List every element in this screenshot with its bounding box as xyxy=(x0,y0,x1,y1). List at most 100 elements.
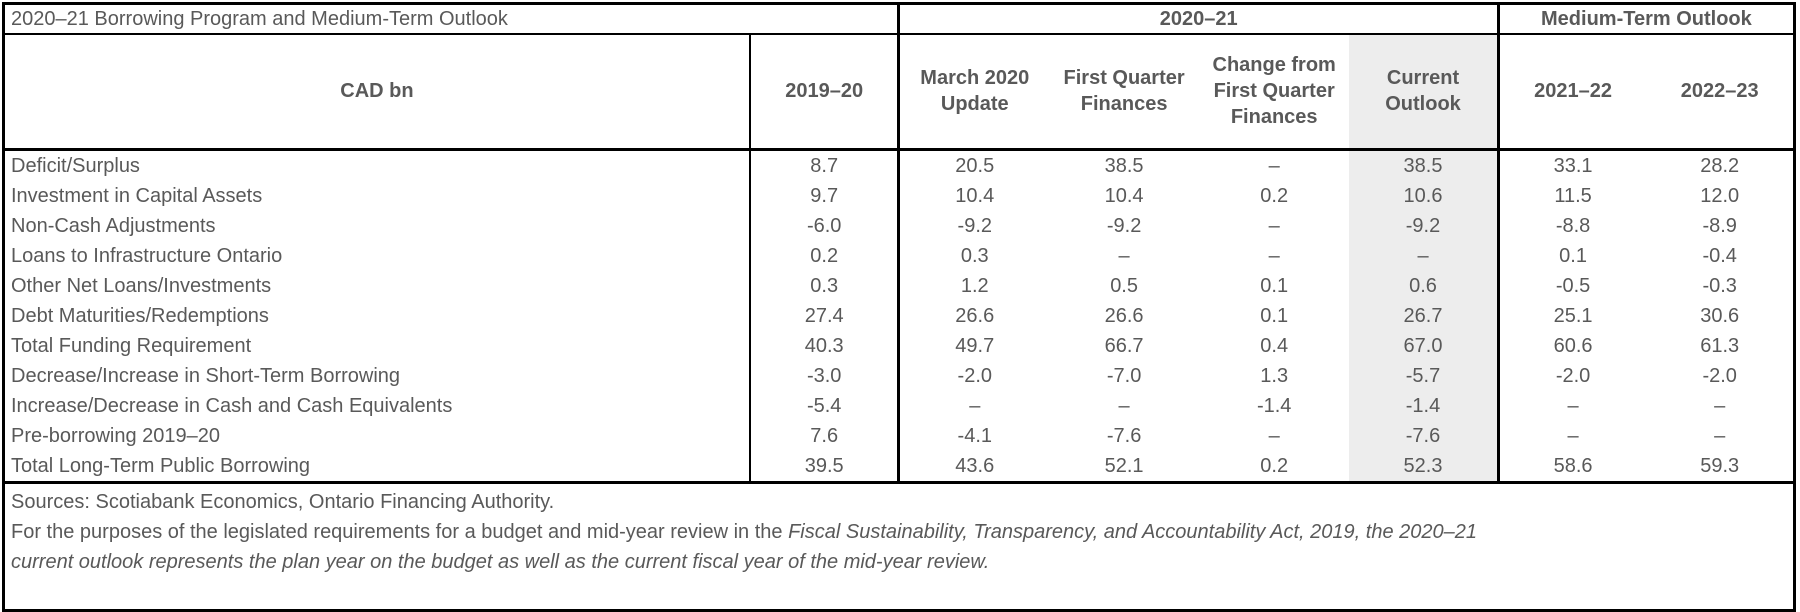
cell-2019-20: 9.7 xyxy=(749,180,901,211)
cell-2022-23: 12.0 xyxy=(1700,184,1740,207)
cell-change-from-first-quarter: 0.2 xyxy=(1260,184,1289,207)
table-row: Loans to Infrastructure Ontario 0.2 0.3 … xyxy=(3,240,1795,271)
legislation-note-italic: Fiscal Sustainability, Transparency, and… xyxy=(11,520,1477,573)
cell-current-outlook: -5.7 xyxy=(1349,360,1500,391)
cell-2021-22: 60.6 xyxy=(1553,334,1593,357)
column-header-change-from-first-quarter: Change from First Quarter Finances xyxy=(1199,34,1350,151)
cell-march-2020-update: 26.6 xyxy=(955,304,995,327)
cell-change-from-first-quarter: 0.2 xyxy=(1260,454,1289,477)
cell-march-2020-update: 1.2 xyxy=(960,274,989,297)
row-label: Decrease/Increase in Short-Term Borrowin… xyxy=(3,360,751,391)
cell-2021-22: 25.1 xyxy=(1553,304,1593,327)
cell-2022-23: -0.4 xyxy=(1702,244,1737,267)
cell-current-outlook: 67.0 xyxy=(1349,330,1500,361)
row-label: Debt Maturities/Redemptions xyxy=(3,300,751,331)
row-label: Non-Cash Adjustments xyxy=(3,210,751,241)
cell-2022-23: 61.3 xyxy=(1700,334,1740,357)
cell-change-from-first-quarter: -1.4 xyxy=(1256,394,1292,417)
cell-2022-23: -0.3 xyxy=(1702,274,1737,297)
table-row: Deficit/Surplus 8.7 20.5 38.5 – 38.5 33.… xyxy=(3,149,1795,181)
row-label: Other Net Loans/Investments xyxy=(3,270,751,301)
column-header-row: CAD bn 2019–20 March 2020 Update First Q… xyxy=(3,34,1795,151)
legislation-note: For the purposes of the legislated requi… xyxy=(11,517,1481,577)
cell-current-outlook: 52.3 xyxy=(1349,450,1500,482)
data-rows: Deficit/Surplus 8.7 20.5 38.5 – 38.5 33.… xyxy=(3,149,1795,482)
cell-first-quarter-finances: -7.0 xyxy=(1106,364,1142,387)
cell-current-outlook: 0.6 xyxy=(1349,270,1500,301)
cell-2019-20: -3.0 xyxy=(749,360,901,391)
cell-first-quarter-finances: -7.6 xyxy=(1106,424,1142,447)
cell-2019-20: -6.0 xyxy=(749,210,901,241)
cell-current-outlook: -1.4 xyxy=(1349,390,1500,421)
cell-2021-22: – xyxy=(1567,394,1579,417)
cell-change-from-first-quarter: 0.4 xyxy=(1260,334,1289,357)
cell-march-2020-update: -9.2 xyxy=(957,214,992,237)
cell-march-2020-update: 43.6 xyxy=(955,454,995,477)
footnote-row: Sources: Scotiabank Economics, Ontario F… xyxy=(3,480,1795,610)
row-label: Investment in Capital Assets xyxy=(3,180,751,211)
table-row: Total Funding Requirement 40.3 49.7 66.7… xyxy=(3,330,1795,361)
cell-current-outlook: -7.6 xyxy=(1349,420,1500,451)
cell-first-quarter-finances: 10.4 xyxy=(1104,184,1144,207)
table-row: Other Net Loans/Investments 0.3 1.2 0.5 … xyxy=(3,270,1795,301)
table-row: Pre-borrowing 2019–20 7.6 -4.1 -7.6 – -7… xyxy=(3,420,1795,451)
cell-current-outlook: 38.5 xyxy=(1349,149,1500,181)
cell-march-2020-update: 10.4 xyxy=(955,184,995,207)
cell-2022-23: -8.9 xyxy=(1702,214,1737,237)
cell-first-quarter-finances: 38.5 xyxy=(1104,154,1144,177)
cell-2019-20: 7.6 xyxy=(749,420,901,451)
cell-2019-20: 0.3 xyxy=(749,270,901,301)
cell-2022-23: 59.3 xyxy=(1700,454,1740,477)
row-label: Deficit/Surplus xyxy=(3,149,751,181)
cell-2021-22: -2.0 xyxy=(1555,364,1591,387)
cell-first-quarter-finances: -9.2 xyxy=(1106,214,1142,237)
cell-current-outlook: – xyxy=(1349,240,1500,271)
cell-2019-20: 0.2 xyxy=(749,240,901,271)
cell-2021-22: 33.1 xyxy=(1553,154,1593,177)
cell-first-quarter-finances: – xyxy=(1118,394,1130,417)
cell-current-outlook: -9.2 xyxy=(1349,210,1500,241)
cell-2021-22: 0.1 xyxy=(1559,244,1587,267)
column-header-first-quarter-finances: First Quarter Finances xyxy=(1049,34,1200,151)
table-row: Investment in Capital Assets 9.7 10.4 10… xyxy=(3,180,1795,211)
cell-march-2020-update: -2.0 xyxy=(957,364,992,387)
cell-march-2020-update: -4.1 xyxy=(957,424,992,447)
cell-2021-22: 58.6 xyxy=(1553,454,1593,477)
cell-change-from-first-quarter: 0.1 xyxy=(1260,304,1289,327)
cell-first-quarter-finances: 66.7 xyxy=(1104,334,1144,357)
cell-change-from-first-quarter: 1.3 xyxy=(1260,364,1289,387)
cell-2021-22: -0.5 xyxy=(1555,274,1591,297)
table-row: Total Long-Term Public Borrowing 39.5 43… xyxy=(3,450,1795,482)
cell-2022-23: -2.0 xyxy=(1702,364,1737,387)
cell-2021-22: – xyxy=(1567,424,1579,447)
cell-2022-23: – xyxy=(1714,394,1726,417)
row-label: Increase/Decrease in Cash and Cash Equiv… xyxy=(3,390,751,421)
cell-first-quarter-finances: – xyxy=(1118,244,1130,267)
column-header-2019-20: 2019–20 xyxy=(749,34,901,151)
cell-march-2020-update: – xyxy=(969,394,981,417)
table-title: 2020–21 Borrowing Program and Medium-Ter… xyxy=(3,3,901,35)
cell-change-from-first-quarter: – xyxy=(1268,424,1280,447)
column-header-2022-23: 2022–23 xyxy=(1646,34,1795,151)
cell-2019-20: -5.4 xyxy=(749,390,901,421)
cell-2022-23: 30.6 xyxy=(1700,304,1740,327)
cell-2019-20: 27.4 xyxy=(749,300,901,331)
row-label: Total Long-Term Public Borrowing xyxy=(3,450,751,482)
cell-change-from-first-quarter: – xyxy=(1268,244,1280,267)
cell-current-outlook: 26.7 xyxy=(1349,300,1500,331)
cell-2019-20: 8.7 xyxy=(749,149,901,181)
legislation-note-plain: For the purposes of the legislated requi… xyxy=(11,520,789,543)
sources-note: Sources: Scotiabank Economics, Ontario F… xyxy=(11,490,555,513)
row-label: Pre-borrowing 2019–20 xyxy=(3,420,751,451)
table-row: Decrease/Increase in Short-Term Borrowin… xyxy=(3,360,1795,391)
title-row: 2020–21 Borrowing Program and Medium-Ter… xyxy=(3,3,1795,35)
cell-2022-23: – xyxy=(1714,424,1726,447)
cell-change-from-first-quarter: – xyxy=(1268,154,1280,177)
cell-first-quarter-finances: 26.6 xyxy=(1104,304,1144,327)
cell-first-quarter-finances: 52.1 xyxy=(1104,454,1144,477)
row-label: Loans to Infrastructure Ontario xyxy=(3,240,751,271)
cell-current-outlook: 10.6 xyxy=(1349,180,1500,211)
table-row: Debt Maturities/Redemptions 27.4 26.6 26… xyxy=(3,300,1795,331)
cell-first-quarter-finances: 0.5 xyxy=(1110,274,1138,297)
cell-2019-20: 40.3 xyxy=(749,330,901,361)
